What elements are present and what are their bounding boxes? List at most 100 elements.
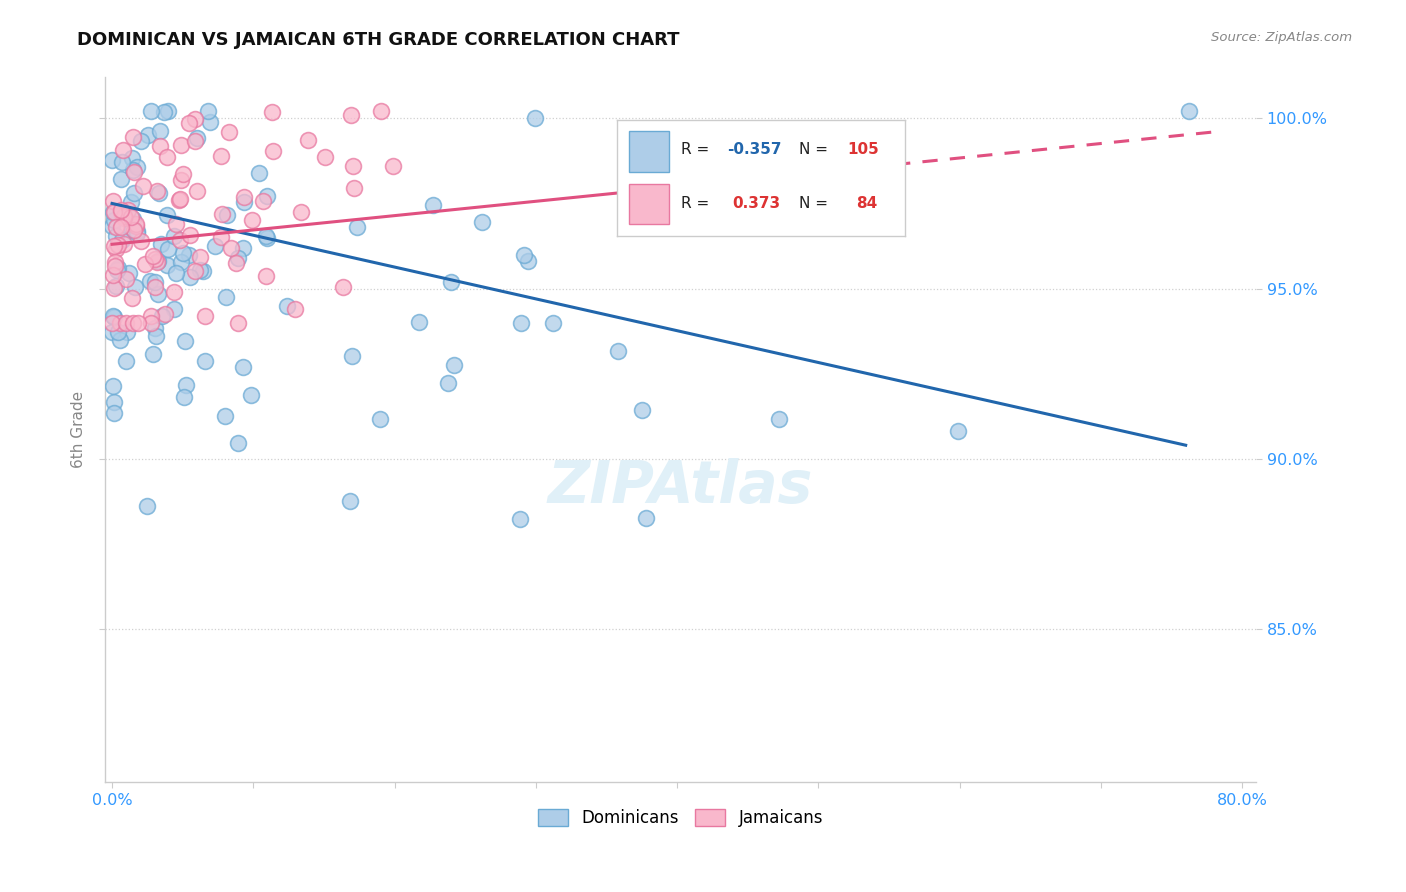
Point xyxy=(184,134,207,148)
Point xyxy=(197,104,219,119)
Point xyxy=(172,167,194,181)
Point xyxy=(169,255,191,269)
Point xyxy=(1177,104,1199,119)
Point xyxy=(408,315,430,329)
Point xyxy=(163,285,186,299)
Point xyxy=(101,325,124,339)
Point xyxy=(254,228,277,243)
Point xyxy=(101,310,124,324)
Point xyxy=(112,210,135,224)
Point xyxy=(517,254,540,268)
Point xyxy=(107,325,129,339)
Point xyxy=(124,280,146,294)
Point xyxy=(290,205,312,219)
Point xyxy=(194,309,217,323)
Point xyxy=(768,412,790,426)
Point xyxy=(121,221,143,235)
Point xyxy=(122,165,145,179)
Point xyxy=(101,378,124,392)
Point xyxy=(104,254,127,268)
Point xyxy=(233,195,256,210)
Point xyxy=(129,234,152,248)
Point xyxy=(156,150,179,164)
Point xyxy=(132,178,155,193)
Point xyxy=(136,128,159,142)
Point xyxy=(247,166,270,180)
Point xyxy=(156,104,179,119)
Point xyxy=(276,299,298,313)
Point xyxy=(107,260,129,275)
Point xyxy=(139,274,162,288)
Point xyxy=(179,269,201,284)
Point xyxy=(254,269,277,284)
Point xyxy=(198,115,221,129)
Point xyxy=(225,256,247,270)
Point xyxy=(471,215,494,229)
Point xyxy=(346,219,368,234)
Point xyxy=(218,125,240,139)
Point xyxy=(226,316,249,330)
Point xyxy=(145,329,167,343)
Point xyxy=(509,512,531,526)
Point xyxy=(240,213,263,227)
Point xyxy=(239,387,262,401)
Point xyxy=(342,159,364,173)
Point xyxy=(155,258,177,272)
Point xyxy=(221,241,243,255)
Point xyxy=(101,268,124,282)
Point xyxy=(252,194,274,208)
Point xyxy=(111,233,134,247)
Point xyxy=(440,275,463,289)
Point xyxy=(121,130,143,145)
Point xyxy=(125,217,148,231)
Point xyxy=(149,237,172,252)
Point xyxy=(232,359,254,374)
Point xyxy=(143,275,166,289)
Point xyxy=(120,210,142,224)
Point xyxy=(103,204,125,219)
Point xyxy=(129,134,152,148)
Y-axis label: 6th Grade: 6th Grade xyxy=(72,392,86,468)
Point xyxy=(165,218,187,232)
Point xyxy=(142,249,165,263)
Point xyxy=(121,316,143,330)
Point xyxy=(125,219,148,233)
Point xyxy=(262,104,284,119)
Point xyxy=(256,231,278,245)
Point xyxy=(121,151,143,165)
Point xyxy=(107,238,129,252)
Point xyxy=(370,104,392,119)
Point xyxy=(214,409,236,423)
Point xyxy=(148,253,170,268)
Point xyxy=(188,251,211,265)
Point xyxy=(370,411,392,425)
Point xyxy=(153,104,176,119)
Point xyxy=(110,333,132,347)
Point xyxy=(946,424,969,438)
Point xyxy=(104,259,127,273)
Point xyxy=(209,149,232,163)
Text: Source: ZipAtlas.com: Source: ZipAtlas.com xyxy=(1212,31,1353,45)
Point xyxy=(125,226,148,240)
Point xyxy=(156,208,179,222)
Point xyxy=(103,310,125,325)
Point xyxy=(103,239,125,253)
Point xyxy=(121,291,143,305)
Point xyxy=(105,228,128,243)
Point xyxy=(112,209,135,223)
Point xyxy=(232,241,254,255)
Point xyxy=(105,242,128,256)
Point xyxy=(510,316,533,330)
Point xyxy=(153,307,176,321)
Point xyxy=(422,197,444,211)
Point xyxy=(233,190,256,204)
Point xyxy=(122,162,145,177)
Point xyxy=(120,194,142,209)
Point xyxy=(114,316,136,330)
Point xyxy=(112,211,135,225)
Point xyxy=(143,280,166,294)
Point xyxy=(139,104,162,119)
Point xyxy=(170,137,193,152)
Point xyxy=(103,281,125,295)
Point xyxy=(108,316,131,330)
